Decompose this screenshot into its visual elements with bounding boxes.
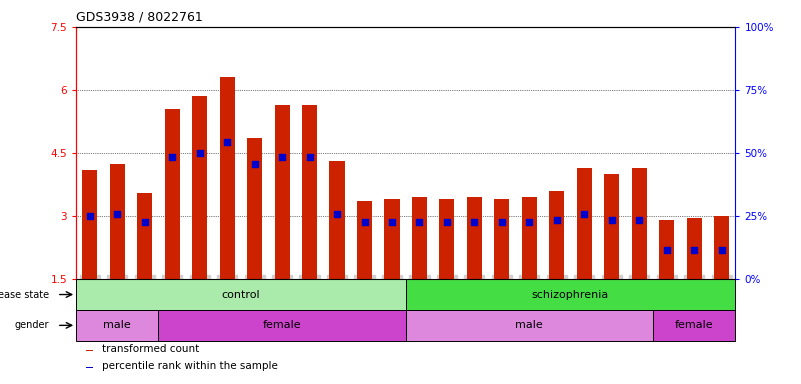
Bar bbox=[521, 197, 537, 279]
Point bbox=[496, 219, 509, 225]
Point bbox=[523, 219, 536, 225]
Bar bbox=[440, 199, 454, 279]
Point bbox=[715, 247, 728, 253]
Bar bbox=[137, 193, 152, 279]
Text: gender: gender bbox=[14, 320, 49, 330]
Point bbox=[276, 154, 288, 160]
Bar bbox=[406, 310, 653, 341]
Bar bbox=[357, 201, 372, 279]
Bar bbox=[384, 199, 400, 279]
Bar bbox=[406, 279, 735, 310]
Point bbox=[578, 211, 590, 217]
Point bbox=[358, 219, 371, 225]
Bar bbox=[714, 216, 729, 279]
Point bbox=[111, 211, 123, 217]
Text: male: male bbox=[103, 320, 131, 330]
Bar bbox=[219, 77, 235, 279]
Bar bbox=[275, 105, 290, 279]
Bar bbox=[83, 170, 98, 279]
Bar bbox=[76, 279, 406, 310]
Bar bbox=[577, 168, 592, 279]
Text: female: female bbox=[263, 320, 301, 330]
Bar bbox=[686, 218, 702, 279]
Point bbox=[248, 161, 261, 167]
Text: disease state: disease state bbox=[0, 290, 49, 300]
Bar bbox=[653, 310, 735, 341]
Point bbox=[441, 219, 453, 225]
Bar bbox=[159, 310, 406, 341]
Bar bbox=[412, 197, 427, 279]
Bar bbox=[302, 105, 317, 279]
Bar bbox=[86, 367, 93, 368]
Text: transformed count: transformed count bbox=[103, 344, 199, 354]
Bar bbox=[494, 199, 509, 279]
Bar bbox=[76, 310, 159, 341]
Text: percentile rank within the sample: percentile rank within the sample bbox=[103, 361, 278, 371]
Bar bbox=[632, 168, 646, 279]
Point bbox=[193, 150, 206, 156]
Bar bbox=[604, 174, 619, 279]
Point bbox=[606, 217, 618, 223]
Point bbox=[221, 139, 234, 146]
Bar bbox=[549, 191, 565, 279]
Point bbox=[633, 217, 646, 223]
Text: control: control bbox=[222, 290, 260, 300]
Point bbox=[303, 154, 316, 160]
Text: GDS3938 / 8022761: GDS3938 / 8022761 bbox=[76, 10, 203, 23]
Bar bbox=[467, 197, 482, 279]
Point bbox=[468, 219, 481, 225]
Bar bbox=[165, 109, 179, 279]
Bar bbox=[247, 138, 262, 279]
Text: female: female bbox=[674, 320, 714, 330]
Point bbox=[550, 217, 563, 223]
Point bbox=[166, 154, 179, 160]
Bar bbox=[192, 96, 207, 279]
Point bbox=[660, 247, 673, 253]
Bar bbox=[659, 220, 674, 279]
Bar bbox=[110, 164, 125, 279]
Bar bbox=[86, 349, 93, 351]
Bar bbox=[329, 161, 344, 279]
Point bbox=[139, 219, 151, 225]
Point bbox=[413, 219, 426, 225]
Point bbox=[688, 247, 701, 253]
Text: male: male bbox=[515, 320, 543, 330]
Text: schizophrenia: schizophrenia bbox=[532, 290, 609, 300]
Point bbox=[83, 213, 96, 219]
Point bbox=[385, 219, 398, 225]
Point bbox=[331, 211, 344, 217]
